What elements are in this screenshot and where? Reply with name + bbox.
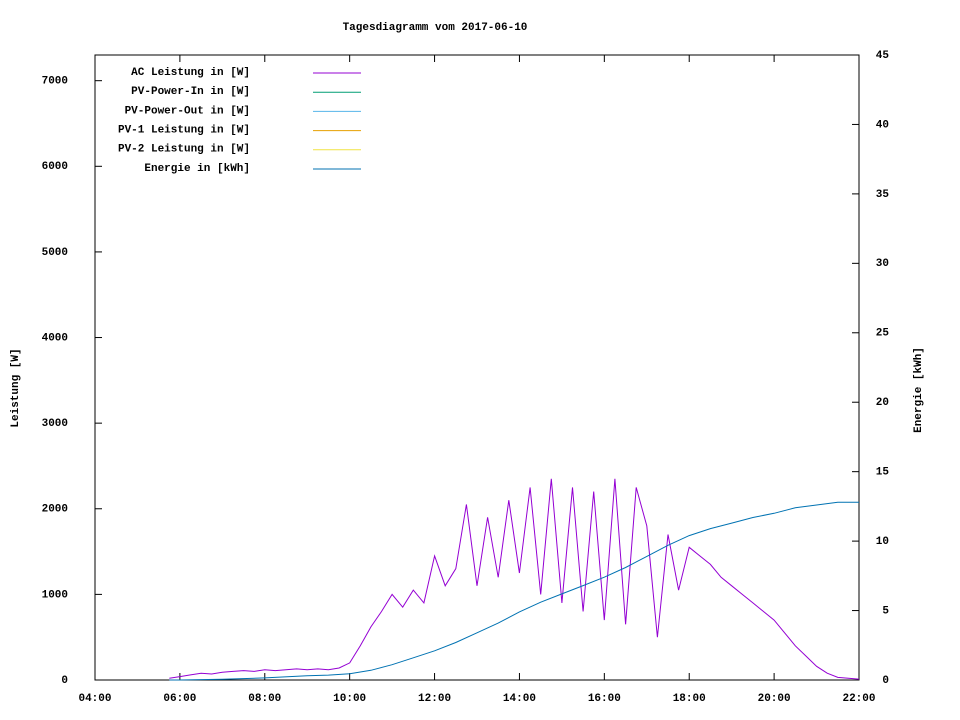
x-tick-label: 10:00: [333, 693, 366, 705]
y2-axis-label: Energie [kWh]: [913, 347, 925, 433]
x-tick-label: 18:00: [673, 693, 706, 705]
y2-tick-label: 40: [876, 119, 889, 131]
y2-tick-label: 5: [882, 605, 889, 617]
y-tick-label: 5000: [42, 247, 68, 259]
legend-label: AC Leistung in [W]: [131, 67, 250, 79]
legend-label: PV-Power-In in [W]: [131, 86, 250, 98]
y-axis-label: Leistung [W]: [10, 348, 22, 427]
x-tick-label: 20:00: [758, 693, 791, 705]
legend-label: Energie in [kWh]: [144, 163, 250, 175]
y-tick-label: 3000: [42, 418, 68, 430]
legend-label: PV-1 Leistung in [W]: [118, 125, 250, 137]
y2-tick-label: 35: [876, 189, 890, 201]
y-tick-label: 7000: [42, 76, 68, 88]
y2-tick-label: 30: [876, 258, 889, 270]
y-tick-label: 0: [61, 675, 68, 687]
legend-label: PV-Power-Out in [W]: [125, 105, 250, 117]
chart-title: Tagesdiagramm vom 2017-06-10: [343, 22, 528, 34]
legend-label: PV-2 Leistung in [W]: [118, 144, 250, 156]
x-tick-label: 04:00: [78, 693, 111, 705]
y-tick-label: 6000: [42, 161, 68, 173]
y2-tick-label: 45: [876, 50, 890, 62]
series-line: [169, 501, 859, 681]
y2-tick-label: 10: [876, 536, 889, 548]
y2-tick-label: 15: [876, 467, 890, 479]
x-tick-label: 22:00: [842, 693, 875, 705]
x-tick-label: 06:00: [163, 693, 196, 705]
x-tick-label: 08:00: [248, 693, 281, 705]
x-tick-label: 12:00: [418, 693, 451, 705]
y2-tick-label: 20: [876, 397, 889, 409]
y-tick-label: 4000: [42, 332, 68, 344]
x-tick-label: 16:00: [588, 693, 621, 705]
x-tick-label: 14:00: [503, 693, 536, 705]
series-line: [169, 478, 860, 680]
y-tick-label: 1000: [42, 589, 68, 601]
y2-tick-label: 25: [876, 328, 890, 340]
y-tick-label: 2000: [42, 504, 68, 516]
plot-frame: [94, 54, 860, 681]
y2-tick-label: 0: [882, 675, 889, 687]
